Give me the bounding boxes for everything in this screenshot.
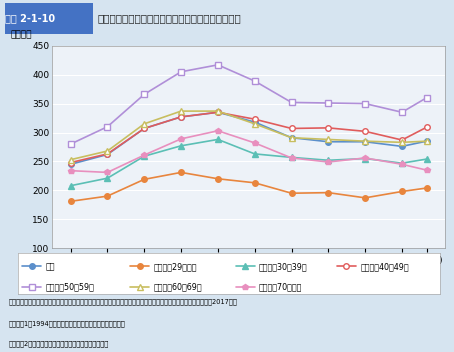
- 世帯主が50～59歳: [399, 110, 405, 114]
- 世帯主が29歳以下: [142, 177, 147, 182]
- 世帯主が70歳以上: [362, 156, 368, 160]
- 総数: [142, 126, 147, 131]
- 総数: [399, 144, 405, 149]
- Line: 世帯主が50～59歳: 世帯主が50～59歳: [68, 62, 429, 147]
- Text: 世帯主が40～49歳: 世帯主が40～49歳: [360, 262, 409, 271]
- FancyBboxPatch shape: [5, 3, 93, 34]
- 世帯主が60～69歳: [215, 109, 221, 113]
- 世帯主が30～39歳: [215, 137, 221, 142]
- 世帯主が70歳以上: [142, 153, 147, 157]
- Text: 世帯主が70歳以上: 世帯主が70歳以上: [259, 282, 302, 291]
- 世帯主が50～59歳: [68, 142, 74, 146]
- 世帯主が70歳以上: [178, 137, 184, 141]
- Text: 2．等価可処分所得金額不詳の世帯員は除く。: 2．等価可処分所得金額不詳の世帯員は除く。: [9, 340, 109, 347]
- 世帯主が70歳以上: [424, 168, 429, 172]
- Text: 世帯主が29歳以下: 世帯主が29歳以下: [153, 262, 197, 271]
- 世帯主が40～49歳: [142, 126, 147, 131]
- 世帯主が60～69歳: [289, 136, 294, 140]
- 総数: [68, 162, 74, 166]
- Text: 世帯主が30～39歳: 世帯主が30～39歳: [259, 262, 307, 271]
- 世帯主が29歳以下: [399, 189, 405, 194]
- 世帯主が70歳以上: [215, 129, 221, 133]
- 世帯主が30～39歳: [252, 152, 257, 156]
- 世帯主が60～69歳: [178, 109, 184, 113]
- 世帯主が29歳以下: [289, 191, 294, 195]
- 世帯主が30～39歳: [326, 158, 331, 162]
- 世帯主が40～49歳: [215, 110, 221, 114]
- 世帯主が40～49歳: [252, 117, 257, 121]
- 世帯主が30～39歳: [362, 156, 368, 161]
- 世帯主が50～59歳: [178, 70, 184, 74]
- 世帯主が50～59歳: [252, 79, 257, 83]
- 世帯主が40～49歳: [68, 161, 74, 165]
- 総数: [362, 140, 368, 144]
- 世帯主が70歳以上: [399, 162, 405, 166]
- 世帯主が60～69歳: [68, 158, 74, 162]
- 世帯主が60～69歳: [424, 139, 429, 143]
- 世帯主が29歳以下: [362, 196, 368, 200]
- 世帯主が40～49歳: [424, 125, 429, 130]
- 総数: [215, 110, 221, 114]
- 世帯主が60～69歳: [399, 140, 405, 144]
- 世帯主が50～59歳: [215, 63, 221, 67]
- 世帯主が30～39歳: [424, 157, 429, 161]
- Text: （注）　1．1994年の数値は、兵庫県を除いたものである。: （注） 1．1994年の数値は、兵庫県を除いたものである。: [9, 320, 126, 327]
- 世帯主が70歳以上: [68, 169, 74, 173]
- Line: 総数: 総数: [68, 109, 429, 167]
- Line: 世帯主が40～49歳: 世帯主が40～49歳: [68, 109, 429, 165]
- 世帯主が29歳以下: [105, 194, 110, 198]
- 世帯主が60～69歳: [252, 122, 257, 126]
- 総数: [178, 115, 184, 119]
- Text: 図表 2-1-10: 図表 2-1-10: [5, 13, 55, 24]
- 世帯主が60～69歳: [362, 139, 368, 143]
- 総数: [289, 136, 294, 140]
- 世帯主が40～49歳: [105, 152, 110, 156]
- Text: 総数: 総数: [45, 262, 55, 271]
- 世帯主が30～39歳: [105, 176, 110, 180]
- 世帯主が60～69歳: [326, 137, 331, 142]
- 世帯主が70歳以上: [252, 141, 257, 145]
- 世帯主が70歳以上: [105, 170, 110, 175]
- 世帯主が30～39歳: [142, 154, 147, 158]
- 総数: [326, 140, 331, 144]
- 世帯主が50～59歳: [289, 100, 294, 105]
- 世帯主が30～39歳: [289, 155, 294, 159]
- 世帯主が30～39歳: [178, 144, 184, 148]
- Text: （万円）: （万円）: [11, 31, 33, 40]
- 世帯主が50～59歳: [105, 125, 110, 129]
- 総数: [105, 152, 110, 157]
- 世帯主が40～49歳: [289, 126, 294, 131]
- 世帯主が29歳以下: [215, 177, 221, 181]
- 世帯主が30～39歳: [68, 184, 74, 188]
- 世帯主が29歳以下: [68, 199, 74, 203]
- 世帯主が50～59歳: [326, 101, 331, 105]
- 世帯主が70歳以上: [326, 160, 331, 164]
- 世帯主が29歳以下: [326, 190, 331, 195]
- Line: 世帯主が30～39歳: 世帯主が30～39歳: [68, 137, 429, 188]
- Text: 世帯主が60～69歳: 世帯主が60～69歳: [153, 282, 202, 291]
- 世帯主が40～49歳: [178, 115, 184, 119]
- 世帯主が50～59歳: [424, 96, 429, 100]
- 総数: [252, 120, 257, 124]
- Text: 資料：厚生労働省政策統括官付政策評価官室委託　みずほ情報総研株式会社「家計所得の分析に関する報告書」（2017年）: 資料：厚生労働省政策統括官付政策評価官室委託 みずほ情報総研株式会社「家計所得の…: [9, 298, 238, 305]
- 世帯主が60～69歳: [142, 122, 147, 126]
- 世帯主が30～39歳: [399, 161, 405, 165]
- 世帯主が40～49歳: [362, 129, 368, 133]
- 世帯主が50～59歳: [142, 92, 147, 96]
- 世帯主が50～59歳: [362, 101, 368, 106]
- Line: 世帯主が70歳以上: 世帯主が70歳以上: [68, 128, 429, 175]
- 世帯主が70歳以上: [289, 156, 294, 160]
- 世帯主が40～49歳: [326, 126, 331, 130]
- 世帯主が40～49歳: [399, 138, 405, 142]
- Line: 世帯主が60～69歳: 世帯主が60～69歳: [68, 108, 429, 163]
- Text: 世帯主が50～59歳: 世帯主が50～59歳: [45, 282, 94, 291]
- 世帯主が29歳以下: [178, 170, 184, 175]
- Text: 世帯主年齢階級別　平均等価可処分所得金額の推移: 世帯主年齢階級別 平均等価可処分所得金額の推移: [98, 13, 242, 24]
- 世帯主が60～69歳: [105, 149, 110, 153]
- 世帯主が29歳以下: [252, 181, 257, 185]
- Line: 世帯主が29歳以下: 世帯主が29歳以下: [68, 170, 429, 204]
- 総数: [424, 139, 429, 143]
- 世帯主が29歳以下: [424, 186, 429, 190]
